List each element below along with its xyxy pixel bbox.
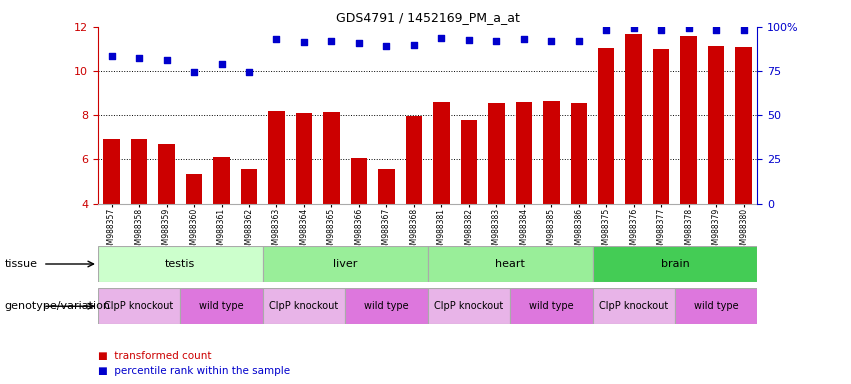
Bar: [735, 47, 752, 204]
Text: heart: heart: [495, 259, 525, 269]
Text: wild type: wild type: [364, 301, 408, 311]
Bar: [433, 102, 449, 204]
Bar: [675, 288, 757, 324]
Bar: [131, 139, 147, 204]
Bar: [186, 174, 203, 204]
Point: [243, 69, 256, 75]
Point: [407, 41, 420, 48]
Point: [435, 35, 448, 41]
Bar: [351, 158, 367, 204]
Bar: [180, 288, 263, 324]
Bar: [653, 49, 670, 204]
Text: wild type: wild type: [199, 301, 244, 311]
Bar: [460, 120, 477, 204]
Bar: [158, 144, 174, 204]
Point: [517, 36, 531, 42]
Text: ClpP knockout: ClpP knockout: [434, 301, 504, 311]
Bar: [346, 288, 427, 324]
Text: ClpP knockout: ClpP knockout: [105, 301, 174, 311]
Bar: [263, 288, 346, 324]
Text: wild type: wild type: [694, 301, 739, 311]
Bar: [592, 246, 757, 282]
Point: [352, 40, 366, 46]
Point: [682, 25, 695, 31]
Bar: [268, 111, 285, 204]
Text: genotype/variation: genotype/variation: [4, 301, 111, 311]
Bar: [406, 116, 422, 204]
Bar: [296, 113, 312, 204]
Bar: [378, 169, 395, 204]
Text: brain: brain: [660, 259, 689, 269]
Bar: [570, 103, 587, 204]
Point: [160, 57, 174, 63]
Point: [132, 55, 146, 61]
Bar: [592, 288, 675, 324]
Point: [380, 43, 393, 49]
Point: [214, 61, 228, 68]
Bar: [427, 246, 592, 282]
Bar: [598, 48, 614, 204]
Point: [105, 53, 118, 59]
Bar: [516, 102, 532, 204]
Point: [187, 69, 201, 75]
Point: [489, 38, 503, 44]
Point: [654, 27, 668, 33]
Text: liver: liver: [333, 259, 357, 269]
Text: ClpP knockout: ClpP knockout: [599, 301, 668, 311]
Point: [737, 27, 751, 33]
Bar: [488, 103, 505, 204]
Point: [599, 27, 613, 33]
Text: ■  transformed count: ■ transformed count: [98, 351, 211, 361]
Text: ■  percentile rank within the sample: ■ percentile rank within the sample: [98, 366, 290, 376]
Text: wild type: wild type: [529, 301, 574, 311]
Point: [297, 39, 311, 45]
Bar: [98, 246, 263, 282]
Bar: [625, 33, 642, 204]
Bar: [708, 46, 724, 204]
Bar: [323, 112, 340, 204]
Point: [545, 38, 558, 44]
Bar: [681, 36, 697, 204]
Bar: [98, 288, 180, 324]
Point: [270, 36, 283, 42]
Bar: [103, 139, 120, 204]
Bar: [510, 288, 592, 324]
Point: [572, 38, 585, 44]
Bar: [543, 101, 559, 204]
Point: [462, 37, 476, 43]
Text: tissue: tissue: [4, 259, 37, 269]
Title: GDS4791 / 1452169_PM_a_at: GDS4791 / 1452169_PM_a_at: [335, 11, 520, 24]
Text: testis: testis: [165, 259, 196, 269]
Point: [324, 38, 338, 44]
Bar: [263, 246, 427, 282]
Point: [627, 25, 641, 31]
Text: ClpP knockout: ClpP knockout: [270, 301, 339, 311]
Bar: [241, 169, 257, 204]
Point: [710, 27, 723, 33]
Bar: [214, 157, 230, 204]
Bar: [427, 288, 510, 324]
